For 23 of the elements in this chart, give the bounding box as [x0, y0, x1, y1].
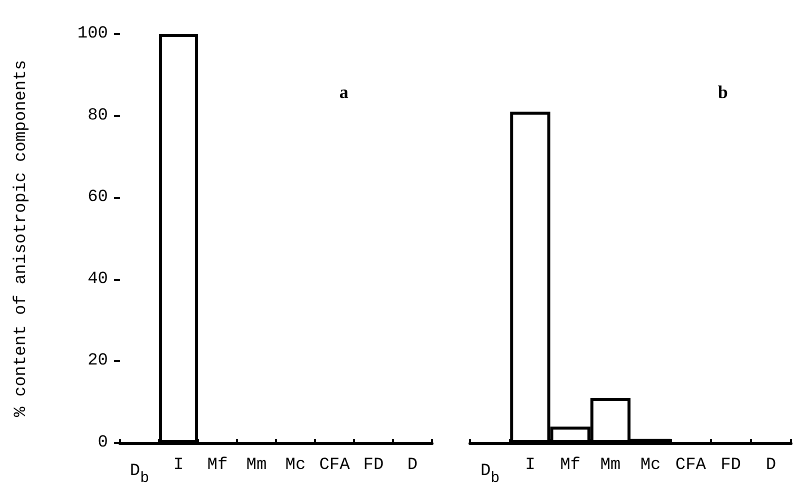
- y-axis-title: % content of anisotropic components: [12, 60, 31, 418]
- x-tick-label: D: [766, 456, 776, 475]
- y-tick-label: 80: [88, 106, 108, 126]
- x-tick-label: FD: [363, 456, 384, 475]
- x-tick-label: Mm: [246, 456, 267, 475]
- x-tick-label: CFA: [675, 456, 707, 475]
- x-tick-label: Mf: [560, 456, 581, 475]
- text: a: [339, 82, 348, 102]
- x-tick-label: FD: [720, 456, 742, 475]
- x-tick-label: Mc: [640, 456, 661, 475]
- y-tick-label: 0: [98, 434, 108, 452]
- x-tick-label: D: [407, 456, 418, 475]
- x-tick-label: Mc: [285, 456, 306, 475]
- y-tick-label: 40: [88, 270, 108, 289]
- y-tick-label: 100: [77, 24, 108, 44]
- y-tick-label: 20: [88, 352, 108, 371]
- x-tick-label: I: [525, 456, 536, 475]
- text: b: [718, 82, 728, 102]
- x-tick-label: CFA: [319, 456, 351, 475]
- y-tick-label: 60: [88, 188, 108, 208]
- x-tick-label: I: [173, 456, 184, 475]
- x-tick-label: Mm: [600, 456, 621, 475]
- x-tick-label: Mf: [207, 456, 228, 475]
